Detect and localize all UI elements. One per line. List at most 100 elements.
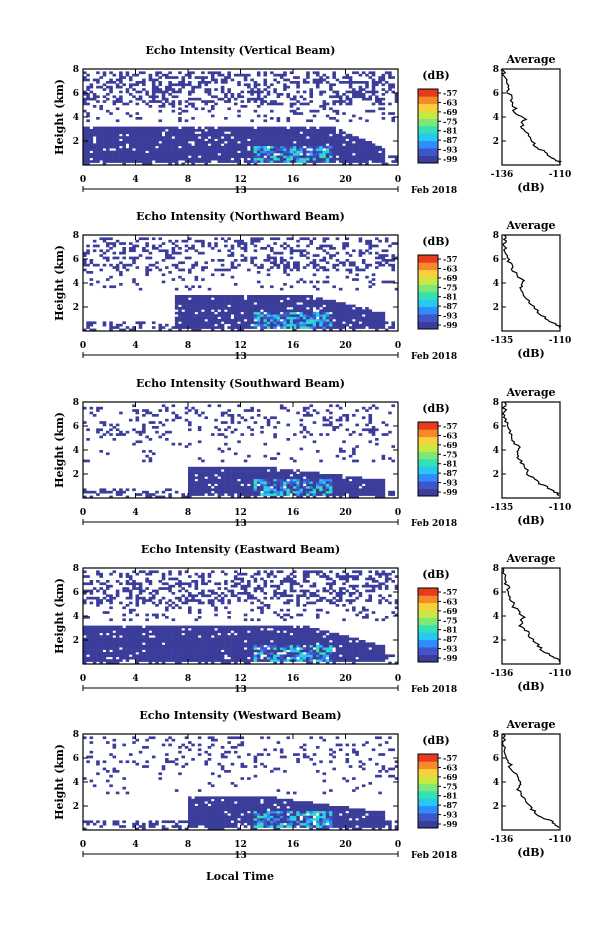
heatmap-cell [92,647,97,650]
heatmap-cell [358,476,363,480]
colorbar-swatch [418,429,438,438]
heatmap-cell [86,244,90,248]
heatmap-cell [250,133,254,137]
heatmap-cell [165,608,169,612]
heatmap-cell [286,471,291,475]
heatmap-cell [247,466,251,470]
heatmap-cell [240,295,245,298]
heatmap-cell [358,162,363,166]
heatmap-cell [178,295,182,298]
heatmap-cell [138,493,143,496]
heatmap-cell [145,131,149,135]
heatmap-cell [142,644,146,648]
heatmap-cell [332,126,336,130]
colorbar-swatch [418,111,438,119]
heatmap-cell [302,488,307,492]
heatmap-cell [128,328,133,332]
heatmap-cell [184,131,189,135]
heatmap-cell [388,326,392,329]
heatmap-cell [220,97,225,101]
heatmap-cell [381,421,386,424]
heatmap-cell [191,406,195,410]
heatmap-cell [214,131,218,135]
heatmap-cell [247,309,251,313]
heatmap-cell [151,326,156,329]
heatmap-cell [201,411,205,415]
heatmap-cell [83,78,87,82]
heatmap-cell [148,640,153,643]
heatmap-cell [204,469,208,472]
heatmap-cell [279,93,284,96]
heatmap-cell [299,447,304,451]
heatmap-cell [237,148,241,151]
heatmap-cell [315,493,320,496]
heatmap-cell [243,309,248,313]
heatmap-cell [207,133,212,137]
heatmap-cell [342,148,346,151]
heatmap-cell [220,490,225,494]
heatmap-cell [273,493,277,496]
heatmap-cell [312,490,317,494]
heatmap-cell [191,105,195,108]
heatmap-cell [302,78,307,82]
heatmap-cell [325,155,330,159]
heatmap-cell [368,478,373,482]
heatmap-cell [283,311,287,315]
heatmap-cell [293,129,297,132]
heatmap-cell [332,141,336,144]
heatmap-cell [161,656,166,660]
heatmap-cell [361,416,366,420]
colorbar-swatch [418,488,438,497]
heatmap-cell [329,490,333,494]
heatmap-cell [207,129,212,132]
heatmap-cell [230,466,235,470]
heatmap-cell [302,153,307,156]
heatmap-cell [286,321,291,325]
heatmap-cell [217,478,222,482]
heatmap-cell [201,321,205,325]
heatmap-cell [224,314,228,317]
heatmap-cell [256,153,261,156]
heatmap-cell [329,416,333,420]
heatmap-cell [365,97,369,101]
heatmap-cell [286,490,291,494]
heatmap-cell [312,133,317,137]
heatmap-cell [345,155,350,159]
heatmap-cell [92,155,97,159]
heatmap-cell [293,297,297,301]
heatmap-cell [165,256,169,260]
heatmap-cell [128,635,133,638]
heatmap-cell [299,478,304,482]
heatmap-cell [293,143,297,147]
heatmap-cell [352,157,356,161]
heatmap-cell [171,105,176,108]
heatmap-cell [243,105,248,108]
colorbar-frame [417,254,439,330]
heatmap-cell [355,311,359,315]
panel-title: Echo Intensity (Eastward Beam) [141,543,340,556]
heatmap-cell [135,661,140,665]
heatmap-cell [325,321,330,325]
heatmap-cell [109,88,113,91]
heatmap-cell [302,280,307,284]
heatmap-cell [250,150,254,154]
heatmap-cell [329,411,333,415]
heatmap-cell [194,490,199,494]
heatmap-cell [155,136,159,139]
heatmap-cell [122,433,126,436]
heatmap-cell [296,263,300,267]
heatmap-cell [132,261,136,265]
heatmap-cell [204,148,208,151]
heatmap-cell [263,88,268,91]
heatmap-cell [332,478,336,482]
colorbar [418,255,438,330]
heatmap-cell [325,490,330,494]
heatmap-cell [230,321,235,325]
heatmap-cell [155,490,159,494]
heatmap-cell [115,100,120,103]
heatmap-cell [237,133,241,137]
heatmap-cell [165,632,169,636]
heatmap-cell [293,316,297,320]
heatmap-cell [289,148,294,151]
heatmap-cell [253,474,258,477]
